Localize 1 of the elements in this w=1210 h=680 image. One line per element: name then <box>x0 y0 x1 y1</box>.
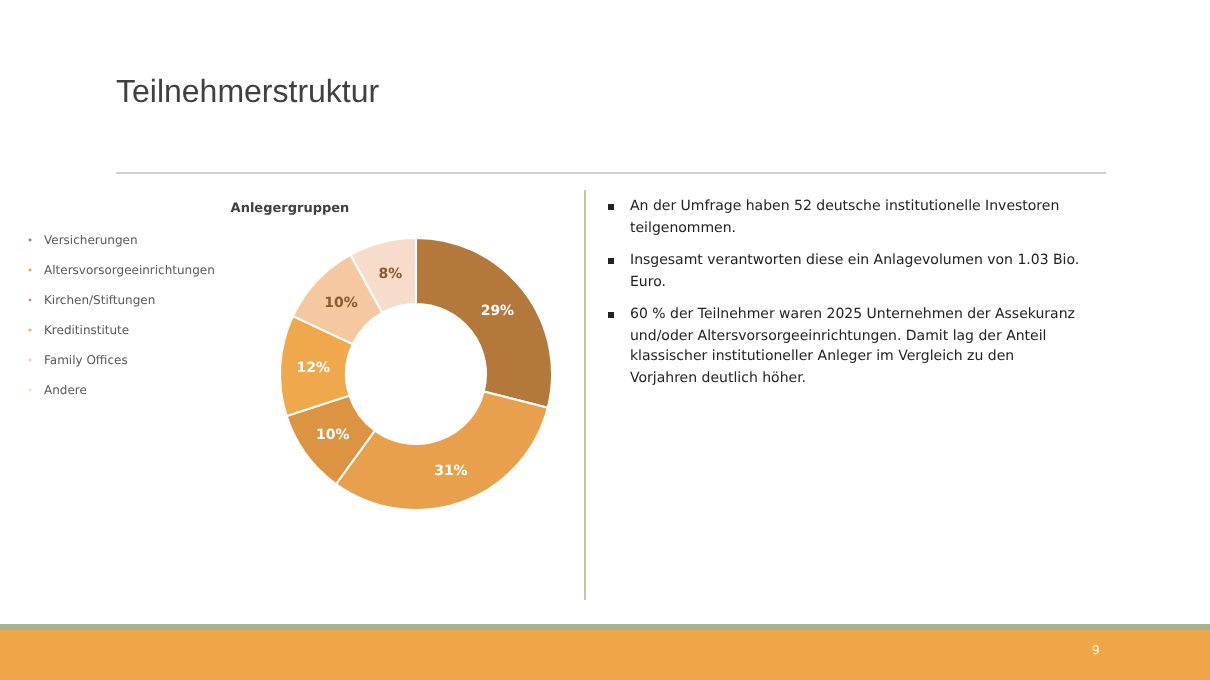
chart-title: Teilnehmerstruktur <box>116 76 380 112</box>
